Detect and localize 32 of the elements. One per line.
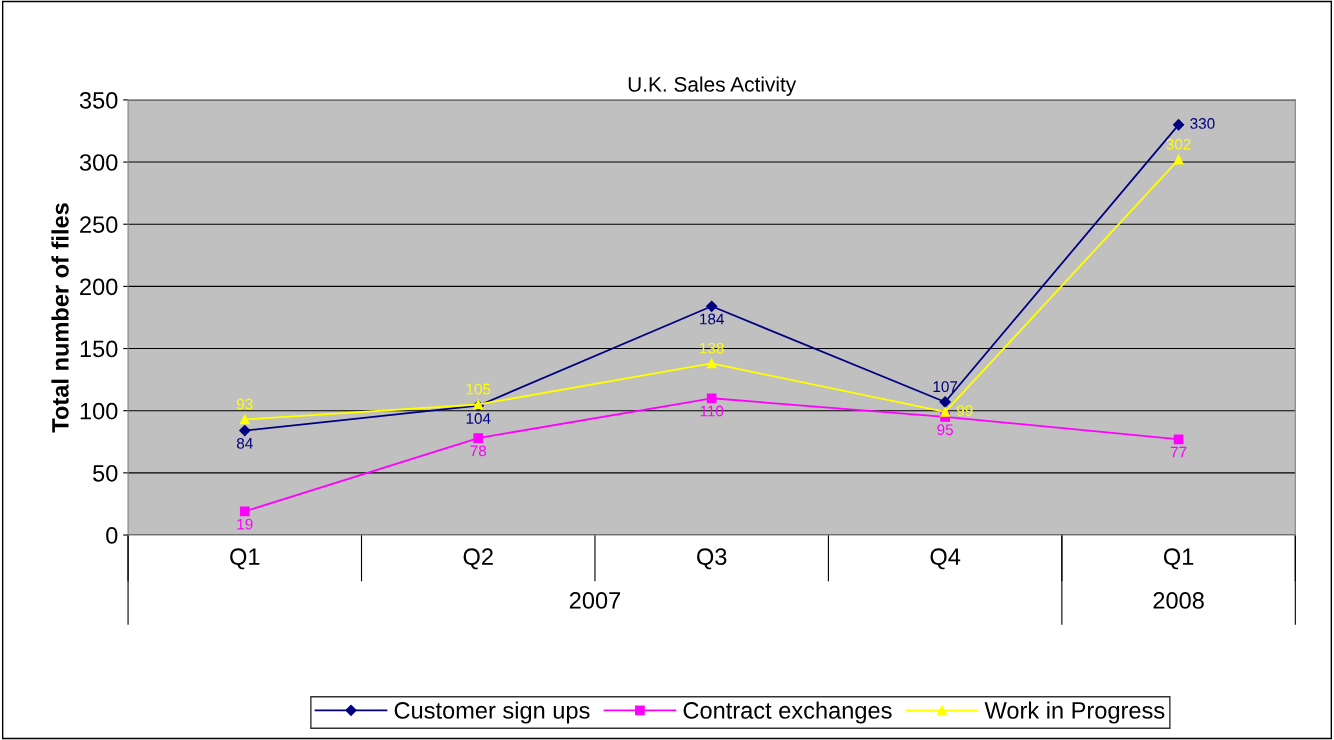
data-label: 302 — [1166, 138, 1191, 150]
y-tick-label: 350 — [79, 91, 118, 109]
y-tick-label: 100 — [80, 402, 118, 420]
x-tick-label: Q4 — [930, 548, 961, 570]
data-label: 78 — [470, 445, 487, 457]
y-tick-label: 200 — [80, 278, 118, 296]
data-label: 184 — [700, 313, 724, 325]
chart-title: U.K. Sales Activity — [628, 76, 797, 96]
data-label: 77 — [1170, 446, 1187, 458]
data-label: 104 — [466, 413, 491, 424]
data-label: 19 — [237, 518, 253, 530]
y-tick-label: 50 — [93, 464, 118, 482]
legend-label: Contract exchanges — [683, 701, 892, 724]
x-tick-label: Q3 — [697, 548, 727, 570]
x-tick-label: Q1 — [1163, 548, 1194, 570]
data-label: 330 — [1190, 118, 1215, 129]
legend-label: Customer sign ups — [394, 701, 590, 724]
y-tick-label: 0 — [106, 527, 118, 544]
data-label: 93 — [237, 398, 253, 410]
y-tick-label: 300 — [79, 154, 118, 171]
legend-label: Work in Progress — [984, 701, 1165, 724]
text: 2007 — [569, 592, 621, 609]
x-tick-label: Q2 — [463, 548, 493, 570]
data-label: 84 — [236, 437, 253, 449]
y-axis-title: Total number of files — [51, 203, 69, 433]
data-label: 95 — [937, 424, 953, 436]
y-tick-label: 250 — [80, 216, 118, 234]
text: 2008 — [1153, 592, 1204, 609]
y-tick-label: 150 — [80, 340, 118, 358]
data-label: 105 — [466, 383, 491, 395]
x-tick-label: Q1 — [230, 548, 260, 570]
data-label: 107 — [933, 381, 958, 393]
